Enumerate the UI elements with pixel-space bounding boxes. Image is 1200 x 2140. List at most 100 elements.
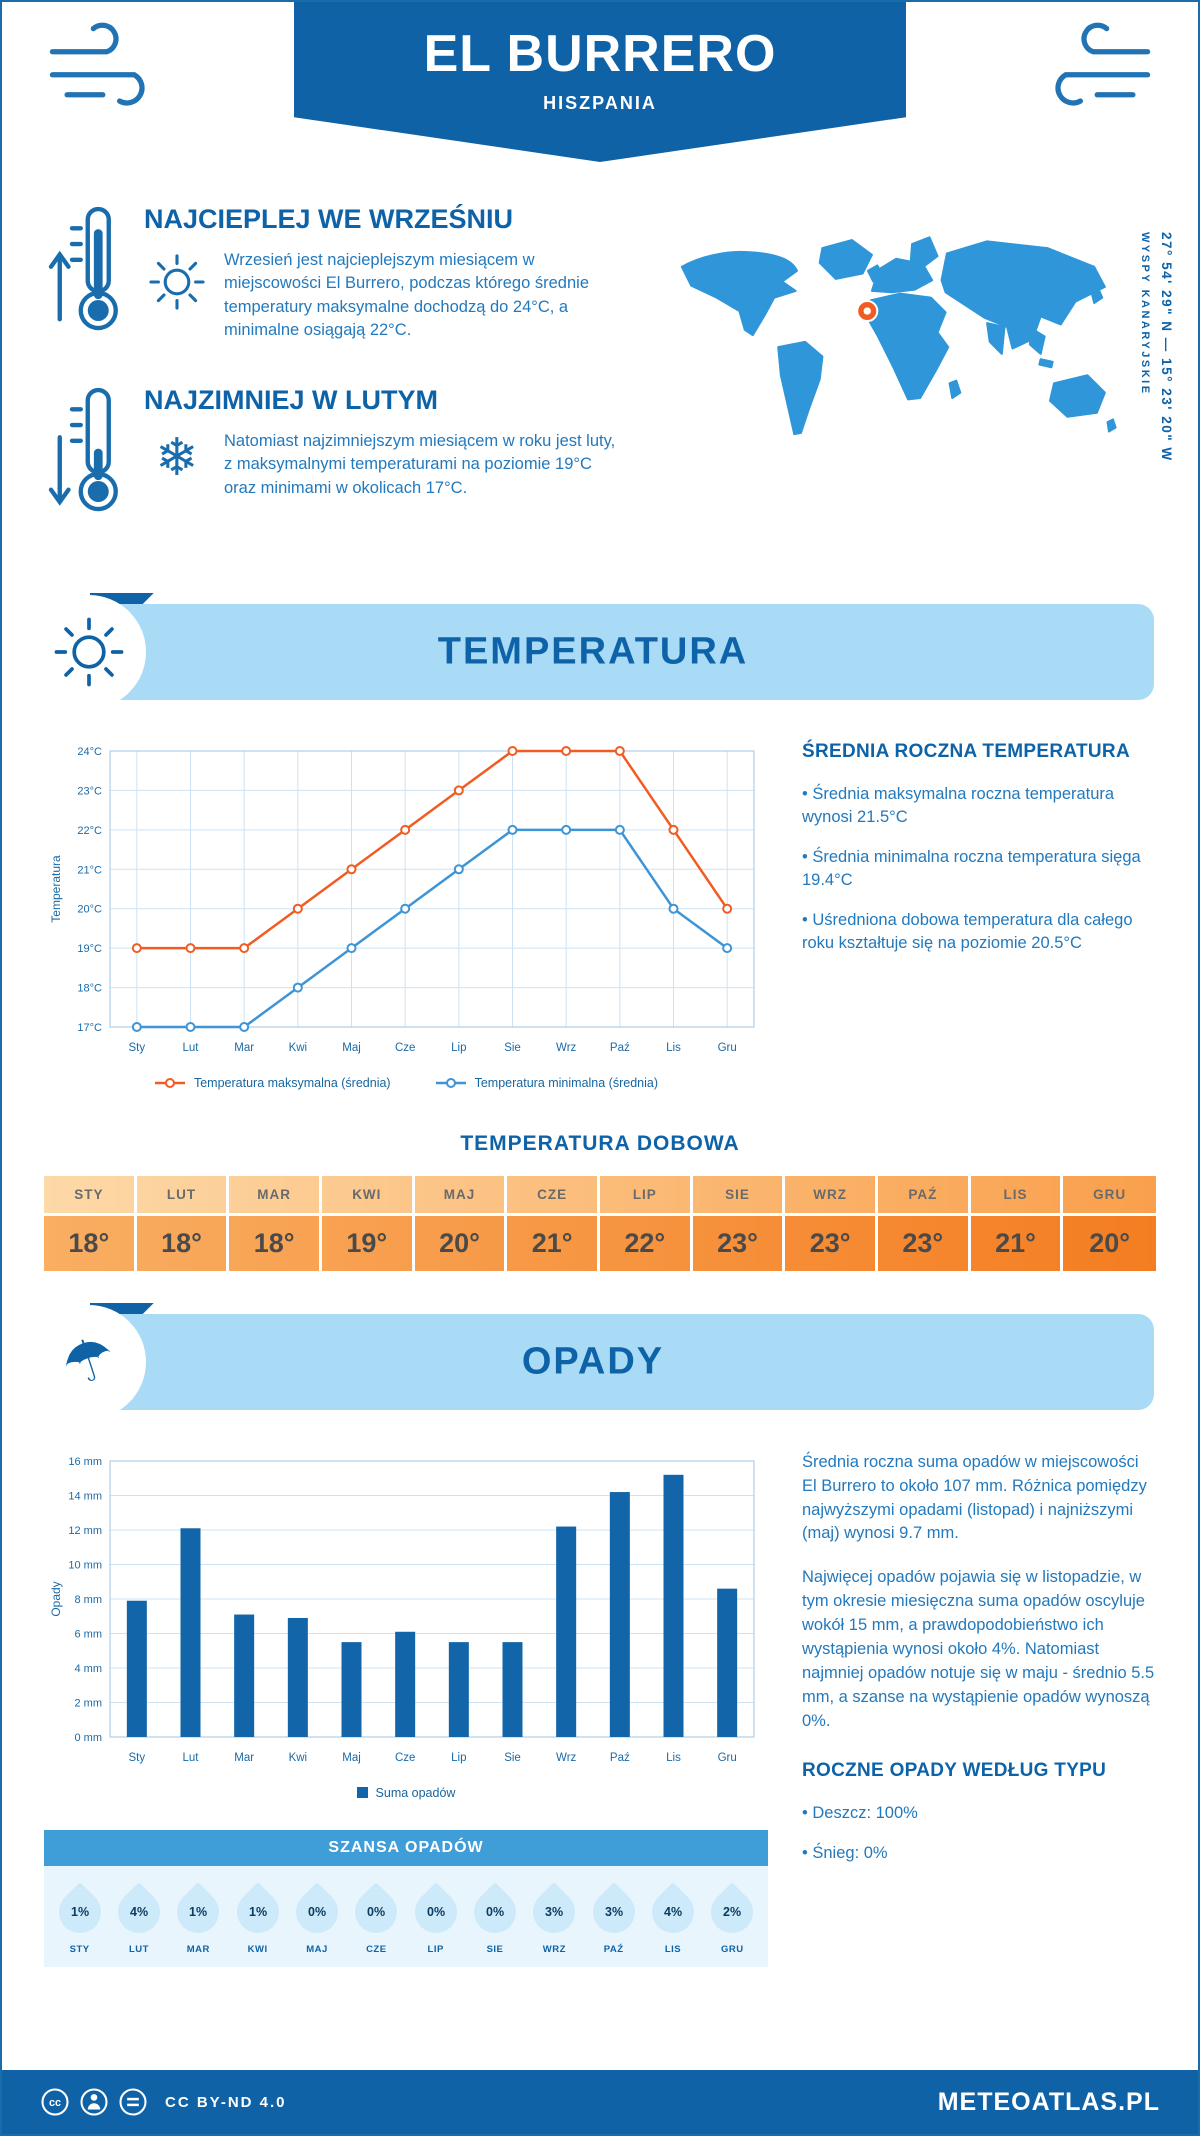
- chance-month-label: MAJ: [306, 1943, 328, 1955]
- svg-text:2 mm: 2 mm: [75, 1697, 103, 1709]
- chance-value: 1%: [70, 1904, 89, 1919]
- svg-text:cc: cc: [49, 2097, 61, 2109]
- precip-chance-item: 0% LIP: [405, 1881, 466, 1955]
- svg-text:19°C: 19°C: [77, 943, 102, 955]
- raindrop-icon: 1%: [49, 1881, 110, 1942]
- cc-icon: cc: [41, 2088, 69, 2116]
- legend-label: Temperatura maksymalna (średnia): [193, 1075, 391, 1090]
- snowflake-icon: ❄: [155, 428, 199, 487]
- chance-month-label: LIP: [427, 1943, 444, 1955]
- chance-value: 3%: [545, 1904, 564, 1919]
- precipitation-type-item: Deszcz: 100%: [802, 1802, 1156, 1825]
- legend-marker: [356, 1787, 368, 1799]
- precip-chance-item: 0% CZE: [346, 1881, 407, 1955]
- thermometer-down-icon: [44, 383, 132, 521]
- svg-text:Lis: Lis: [666, 1752, 681, 1764]
- precipitation-banner-title: OPADY: [521, 1340, 665, 1383]
- svg-text:Lip: Lip: [451, 1752, 466, 1764]
- banner-bar: [66, 1313, 1154, 1410]
- temperature-summary-item: Średnia minimalna roczna temperatura się…: [802, 846, 1156, 892]
- precip-chance-item: 0% SIE: [465, 1881, 525, 1955]
- svg-text:23°C: 23°C: [77, 785, 102, 797]
- daily-table-month-cell: STY: [44, 1175, 137, 1213]
- daily-table-values-row: 18° 18° 18° 19° 20° 21° 22° 23° 23° 23° 21° 20°: [44, 1215, 1156, 1271]
- legend-item: Suma opadów: [356, 1786, 455, 1800]
- daily-table-month-cell: WRZ: [785, 1175, 878, 1213]
- svg-text:Wrz: Wrz: [556, 1042, 576, 1054]
- precipitation-summary: Średnia roczna suma opadów w miejscowośc…: [802, 1447, 1156, 1967]
- wind-gust-icon: [1030, 20, 1156, 122]
- coordinates-text: 27° 54' 29" N — 15° 23' 20" W: [1159, 232, 1174, 462]
- chance-month-label: GRU: [721, 1943, 744, 1955]
- daily-table-month-cell: GRU: [1093, 1186, 1127, 1202]
- svg-text:Sie: Sie: [504, 1752, 521, 1764]
- temperature-summary: ŚREDNIA ROCZNA TEMPERATURA Średnia maksy…: [802, 737, 1156, 1090]
- chance-value: 3%: [604, 1904, 623, 1919]
- svg-text:Kwi: Kwi: [289, 1042, 308, 1054]
- highlight-coldest: NAJZIMNIEJ W LUTYM ❄ Natomiast najzimnie…: [44, 383, 644, 521]
- daily-table-value-cell: 20°: [1089, 1227, 1131, 1258]
- daily-table-value-cell: 23°: [693, 1215, 786, 1271]
- temperature-summary-item: Uśredniona dobowa temperatura dla całego…: [802, 909, 1156, 955]
- legend-marker: [435, 1077, 466, 1088]
- temperature-summary-heading: ŚREDNIA ROCZNA TEMPERATURA: [802, 740, 1130, 762]
- daily-table-value-cell: 22°: [600, 1215, 693, 1271]
- svg-text:10 mm: 10 mm: [68, 1559, 102, 1571]
- raindrop-icon: 3%: [524, 1881, 585, 1942]
- map-container: 27° 54' 29" N — 15° 23' 20" W WYSPY KANA…: [644, 202, 1180, 561]
- daily-table-month-cell: KWI: [322, 1175, 415, 1213]
- svg-text:Cze: Cze: [395, 1042, 415, 1054]
- precipitation-paragraph: Średnia roczna suma opadów w miejscowośc…: [802, 1452, 1147, 1543]
- chance-value: 4%: [663, 1904, 683, 1919]
- precipitation-chart-column: 0 mm 2 mm 4 mm 6 mm 8 mm 10 mm 12 mm 14 mm 16 mm…: [44, 1447, 768, 1967]
- daily-table-month-cell: LUT: [137, 1175, 230, 1213]
- svg-text:Lut: Lut: [183, 1752, 200, 1764]
- daily-table-value-cell: 20°: [415, 1215, 508, 1271]
- temperature-banner-title: TEMPERATURA: [437, 630, 749, 673]
- chance-value: 0%: [307, 1904, 327, 1919]
- legend-label: Temperatura minimalna (średnia): [474, 1075, 658, 1090]
- umbrella-banner-icon: ☂: [32, 1304, 146, 1419]
- temperature-chart-legend: Temperatura maksymalna (średnia) Temperat…: [44, 1076, 768, 1090]
- map-coordinates: 27° 54' 29" N — 15° 23' 20" W WYSPY KANA…: [1139, 228, 1174, 561]
- svg-text:8 mm: 8 mm: [75, 1594, 103, 1606]
- legend-marker: [154, 1077, 185, 1088]
- svg-text:Sie: Sie: [504, 1042, 521, 1054]
- daily-table-month-cell: SIE: [693, 1175, 786, 1213]
- precipitation-paragraphs: Średnia roczna suma opadów w miejscowośc…: [802, 1451, 1156, 1734]
- chance-month-label: WRZ: [542, 1943, 566, 1955]
- precip-chance-item: 3% PAŹ: [583, 1881, 644, 1955]
- highlights-column: NAJCIEPLEJ WE WRZEŚNIU: [44, 202, 644, 561]
- svg-text:Sty: Sty: [129, 1752, 146, 1764]
- svg-text:20°C: 20°C: [77, 903, 102, 915]
- chance-month-label: MAR: [186, 1943, 210, 1955]
- precip-chance-item: 3% WRZ: [524, 1881, 585, 1955]
- svg-text:21°C: 21°C: [77, 864, 102, 876]
- page-title: EL BURRERO: [423, 25, 777, 83]
- thermometer-up-icon: [44, 202, 132, 343]
- precip-chance-item: 4% LIS: [643, 1881, 703, 1955]
- chance-month-label: CZE: [366, 1943, 387, 1955]
- svg-text:16 mm: 16 mm: [68, 1456, 102, 1468]
- svg-text:Lip: Lip: [451, 1042, 466, 1054]
- svg-text:Lis: Lis: [666, 1042, 681, 1054]
- brand-link[interactable]: METEOATLAS.PL: [937, 2087, 1160, 2116]
- svg-text:22°C: 22°C: [77, 825, 102, 837]
- highlight-heading: NAJZIMNIEJ W LUTYM: [144, 384, 438, 415]
- intro-section: NAJCIEPLEJ WE WRZEŚNIU: [2, 180, 1198, 561]
- legend-item: Temperatura maksymalna (średnia): [154, 1076, 391, 1090]
- sun-icon: [144, 249, 210, 343]
- daily-table-value-cell: 21°: [971, 1215, 1064, 1271]
- precipitation-type-item: Śnieg: 0%: [802, 1842, 1156, 1865]
- daily-table-value-cell: 18°: [229, 1215, 322, 1271]
- license-link[interactable]: cc CC BY-ND 4.0: [40, 2087, 287, 2117]
- chance-value: 2%: [723, 1904, 742, 1919]
- daily-table-value-cell: 21°: [507, 1215, 600, 1271]
- raindrop-icon: 1%: [227, 1881, 288, 1942]
- precipitation-chance-title: SZANSA OPADÓW: [44, 1829, 768, 1866]
- precipitation-type-list: Deszcz: 100% Śnieg: 0%: [802, 1802, 1156, 1865]
- precip-chance-item: 1% STY: [49, 1881, 110, 1955]
- raindrop-icon: 0%: [287, 1881, 347, 1942]
- svg-text:Opady: Opady: [49, 1581, 63, 1616]
